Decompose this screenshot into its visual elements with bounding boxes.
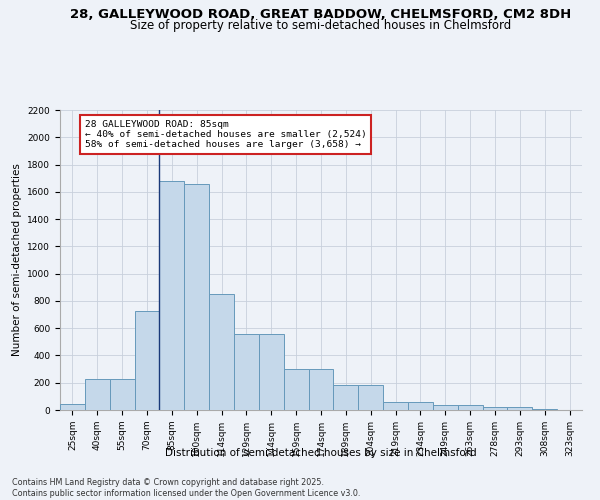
Bar — [508, 408, 532, 410]
Bar — [160, 181, 184, 410]
Y-axis label: Number of semi-detached properties: Number of semi-detached properties — [12, 164, 22, 356]
Bar — [110, 380, 134, 410]
Bar — [134, 311, 160, 410]
Bar — [60, 404, 85, 410]
Bar — [209, 294, 234, 410]
Bar — [532, 408, 557, 410]
Bar — [234, 334, 259, 410]
Bar — [334, 386, 358, 410]
Bar — [284, 369, 308, 410]
Bar — [85, 380, 110, 410]
Bar — [259, 334, 284, 410]
Bar — [308, 369, 334, 410]
Bar — [458, 405, 482, 410]
Text: Distribution of semi-detached houses by size in Chelmsford: Distribution of semi-detached houses by … — [165, 448, 477, 458]
Bar — [358, 386, 383, 410]
Bar — [482, 406, 508, 410]
Bar — [383, 402, 408, 410]
Text: Contains HM Land Registry data © Crown copyright and database right 2025.
Contai: Contains HM Land Registry data © Crown c… — [12, 478, 361, 498]
Text: 28 GALLEYWOOD ROAD: 85sqm
← 40% of semi-detached houses are smaller (2,524)
58% : 28 GALLEYWOOD ROAD: 85sqm ← 40% of semi-… — [85, 120, 367, 150]
Text: 28, GALLEYWOOD ROAD, GREAT BADDOW, CHELMSFORD, CM2 8DH: 28, GALLEYWOOD ROAD, GREAT BADDOW, CHELM… — [70, 8, 572, 20]
Bar — [408, 402, 433, 410]
Bar — [184, 184, 209, 410]
Text: Size of property relative to semi-detached houses in Chelmsford: Size of property relative to semi-detach… — [130, 18, 512, 32]
Bar — [433, 405, 458, 410]
